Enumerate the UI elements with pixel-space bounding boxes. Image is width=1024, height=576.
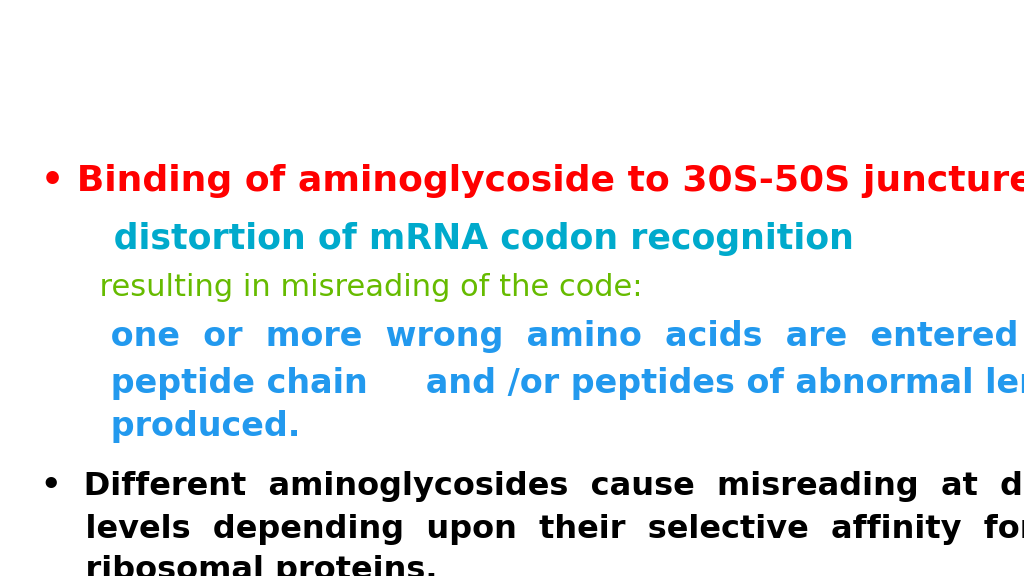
Text: ribosomal proteins.: ribosomal proteins.: [41, 555, 437, 576]
Text: produced.: produced.: [41, 410, 300, 443]
Text: resulting in misreading of the code:: resulting in misreading of the code:: [41, 274, 642, 302]
Text: one  or  more  wrong  amino  acids  are  entered  in  the: one or more wrong amino acids are entere…: [41, 320, 1024, 354]
Text: • Binding of aminoglycoside to 30S-50S juncture causes: • Binding of aminoglycoside to 30S-50S j…: [41, 164, 1024, 199]
Text: distortion of mRNA codon recognition: distortion of mRNA codon recognition: [41, 222, 854, 256]
Text: levels  depending  upon  their  selective  affinity  for  specific: levels depending upon their selective af…: [41, 514, 1024, 545]
Text: •  Different  aminoglycosides  cause  misreading  at  different: • Different aminoglycosides cause misrea…: [41, 471, 1024, 502]
Text: peptide chain     and /or peptides of abnormal length are: peptide chain and /or peptides of abnorm…: [41, 366, 1024, 400]
